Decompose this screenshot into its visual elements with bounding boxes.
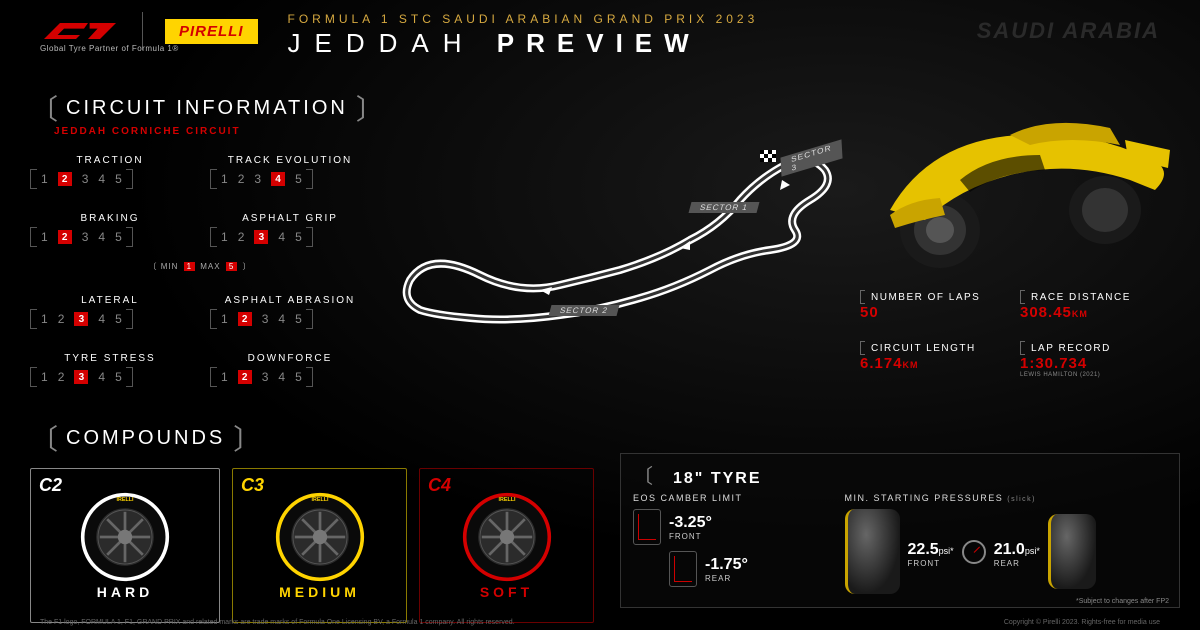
circuit-heading-text: CIRCUIT INFORMATION — [66, 97, 348, 120]
stat-number-of-laps: NUMBER OF LAPS50 — [860, 290, 1010, 321]
rating-asphalt-grip: ASPHALT GRIP12345 — [210, 213, 370, 247]
svg-text:IRELLI: IRELLI — [116, 497, 134, 503]
svg-text:IRELLI: IRELLI — [498, 497, 516, 503]
sector-1-label: SECTOR 1 — [689, 202, 760, 213]
footer-right: Copyright © Pirelli 2023. Rights-free fo… — [1004, 619, 1160, 626]
pirelli-logo: PIRELLI — [165, 19, 258, 44]
rating-downforce: DOWNFORCE12345 — [210, 353, 370, 387]
stat-lap-record: LAP RECORD1:30.734LEWIS HAMILTON (2021) — [1020, 341, 1170, 378]
rating-tyre-stress: TYRE STRESS12345 — [30, 353, 190, 387]
press-rear-val: 21.0 — [994, 541, 1025, 558]
circuit-subheading: JEDDAH CORNICHE CIRCUIT — [54, 126, 384, 137]
svg-text:IRELLI: IRELLI — [311, 497, 329, 503]
rating-track-evolution: TRACK EVOLUTION12345 — [210, 155, 370, 189]
ratings-grid: TRACTION12345 TRACK EVOLUTION12345 BRAKING… — [30, 155, 384, 387]
press-rear: 21.0psi* REAR — [994, 541, 1040, 568]
track-map: SECTOR 1 SECTOR 2 SECTOR 3 — [390, 130, 840, 360]
rating-traction: TRACTION12345 — [30, 155, 190, 189]
sector-2-label: SECTOR 2 — [549, 305, 620, 316]
press-label-text: MIN. STARTING PRESSURES — [845, 493, 1004, 503]
rating-asphalt-abrasion: ASPHALT ABRASION12345 — [210, 295, 370, 329]
circuit-stats: NUMBER OF LAPS50 RACE DISTANCE308.45KM CIR… — [860, 290, 1170, 378]
press-rear-unit: psi* — [1025, 546, 1040, 556]
tyre18-footnote: *Subject to changes after FP2 — [1076, 598, 1169, 605]
event-name: FORMULA 1 STC SAUDI ARABIAN GRAND PRIX 2… — [288, 12, 759, 26]
footer: The F1 logo, FORMULA 1, F1, GRAND PRIX a… — [40, 619, 1160, 626]
press-front-pos: FRONT — [908, 559, 954, 568]
f1-car-illustration — [870, 80, 1180, 270]
circuit-heading: 〔 CIRCUIT INFORMATION 〕 — [30, 88, 384, 128]
compounds-heading: 〔 COMPOUNDS 〕 — [30, 418, 594, 458]
rating-braking: BRAKING12345 — [30, 213, 190, 247]
tyre-medium: C3 IRELLI MEDIUM — [232, 468, 407, 623]
stat-circuit-length: CIRCUIT LENGTH6.174KM — [860, 341, 1010, 378]
tyre-18-panel: 〔 18" TYRE EOS CAMBER LIMIT -3.25°FRONT-… — [620, 453, 1180, 608]
compounds-heading-text: COMPOUNDS — [66, 427, 225, 450]
tyre-compounds-row: C2 IRELLI HARD C3 IRELLI MEDIUM C4 — [30, 468, 594, 623]
tyre18-heading: 18" TYRE — [673, 470, 762, 488]
footer-left: The F1 logo, FORMULA 1, F1, GRAND PRIX a… — [40, 619, 515, 626]
gauge-icon — [962, 540, 986, 564]
tagline: Global Tyre Partner of Formula 1® — [40, 44, 179, 53]
press-rear-pos: REAR — [994, 559, 1040, 568]
camber-label: EOS CAMBER LIMIT — [633, 493, 835, 503]
country-watermark: SAUDI ARABIA — [977, 18, 1160, 44]
pressures-label: MIN. STARTING PRESSURES (slick) — [845, 493, 1167, 503]
circuit-info-section: 〔 CIRCUIT INFORMATION 〕 JEDDAH CORNICHE … — [30, 88, 384, 387]
tyre-hard: C2 IRELLI HARD — [30, 468, 220, 623]
press-front: 22.5psi* FRONT — [908, 541, 954, 568]
minmax-legend: 〔 MIN 1 MAX 5 〕 — [30, 261, 370, 281]
tyre-soft: C4 IRELLI SOFT — [419, 468, 594, 623]
press-front-unit: psi* — [939, 546, 954, 556]
press-note: (slick) — [1007, 496, 1036, 503]
press-front-val: 22.5 — [908, 541, 939, 558]
pressures-column: MIN. STARTING PRESSURES (slick) 22.5psi*… — [845, 493, 1167, 603]
tyre-icon-rear — [1048, 514, 1096, 589]
rating-lateral: LATERAL12345 — [30, 295, 190, 329]
compounds-section: 〔 COMPOUNDS 〕 C2 IRELLI HARD C3 IRELLI M… — [30, 418, 594, 623]
camber-column: EOS CAMBER LIMIT -3.25°FRONT -1.75°REAR — [633, 493, 835, 603]
stat-race-distance: RACE DISTANCE308.45KM — [1020, 290, 1170, 321]
preview-label: PREVIEW — [497, 28, 701, 58]
tyre-icon — [845, 509, 900, 594]
header: PIRELLI FORMULA 1 STC SAUDI ARABIAN GRAN… — [40, 12, 1160, 59]
preview-title: JEDDAH PREVIEW — [288, 28, 759, 59]
title-block: FORMULA 1 STC SAUDI ARABIAN GRAND PRIX 2… — [288, 12, 759, 59]
camber-front: -3.25°FRONT — [633, 509, 835, 545]
city-label: JEDDAH — [288, 28, 476, 58]
camber-rear: -1.75°REAR — [669, 551, 835, 587]
f1-logo — [40, 17, 120, 45]
